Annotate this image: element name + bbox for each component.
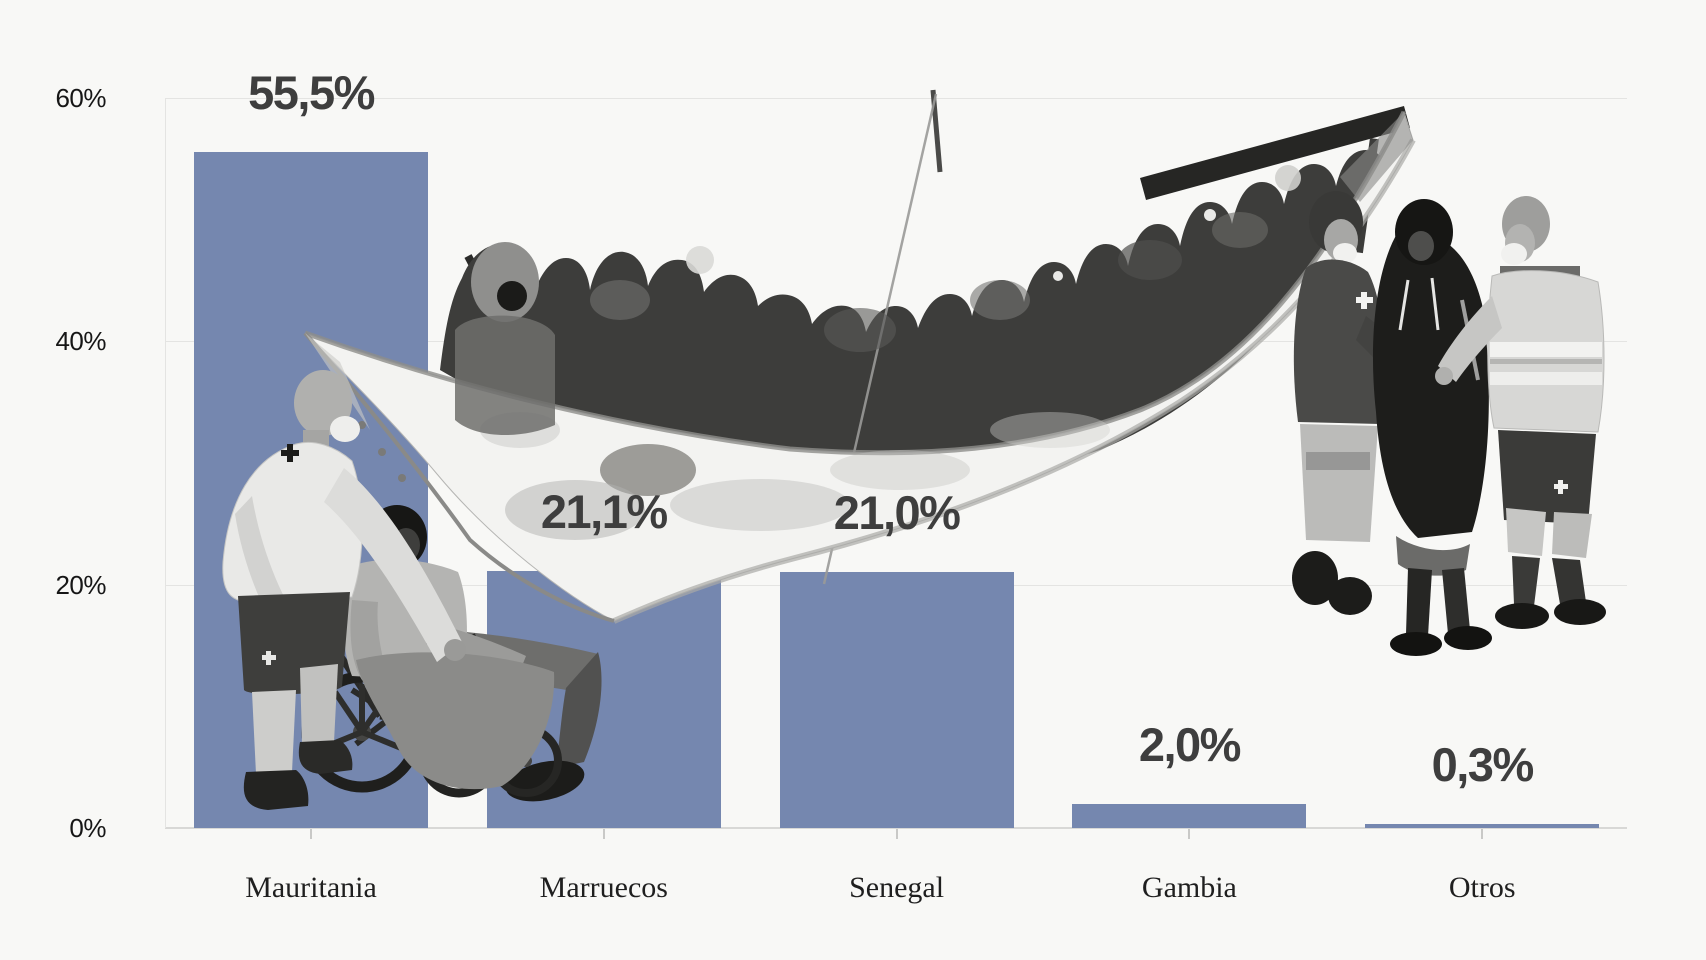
value-label: 55,5% [248,66,375,120]
x-axis-tick [1481,829,1484,839]
red-cross-workers-assisting-migrant-photo [1292,191,1606,656]
x-axis-tick [895,829,898,839]
category-label: Senegal [849,871,945,904]
gridline [165,97,1627,99]
category-label: Otros [1448,871,1516,904]
y-axis-tick-label: 60% [55,82,106,113]
bar-gambia [1072,803,1307,828]
category-label: Gambia [1141,871,1237,904]
x-axis-baseline [165,827,1627,829]
category-label: Marruecos [539,871,668,904]
y-axis-tick-label: 0% [69,813,106,843]
bar-otros [1365,824,1600,828]
x-axis-tick [310,829,312,839]
bar-senegal [779,572,1014,828]
cayuco-boat-with-migrants-photo [303,89,1416,624]
x-axis-tick [602,829,605,839]
y-axis-tick-label: 40% [55,326,106,356]
x-axis-tick [1188,829,1191,839]
value-label: 0,3% [1431,738,1535,792]
y-axis-line [165,97,166,828]
bar-marruecos [486,571,721,828]
bar-mauritania [194,152,428,828]
value-label: 21,1% [540,485,668,539]
value-label: 2,0% [1138,717,1242,771]
value-label: 21,0% [833,486,961,540]
y-axis-tick-label: 20% [55,569,106,600]
category-label: Mauritania [245,871,377,904]
